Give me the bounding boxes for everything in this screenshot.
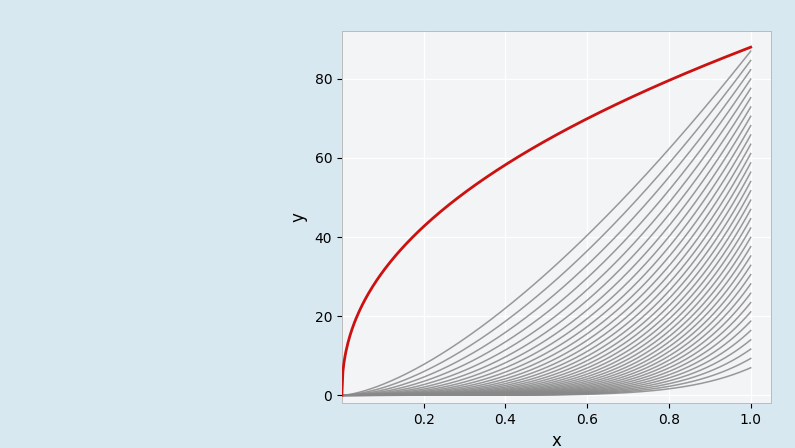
Y-axis label: y: y: [289, 212, 308, 222]
X-axis label: x: x: [552, 432, 561, 448]
